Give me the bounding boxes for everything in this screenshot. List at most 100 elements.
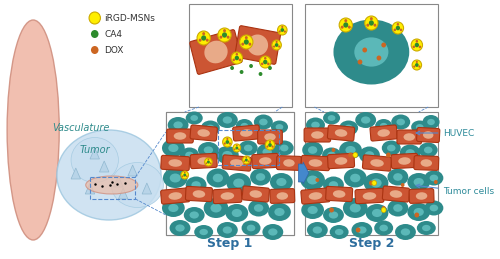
FancyBboxPatch shape — [355, 188, 384, 204]
Ellipse shape — [395, 224, 416, 240]
Ellipse shape — [226, 204, 248, 222]
Ellipse shape — [168, 192, 182, 200]
Ellipse shape — [388, 169, 408, 185]
FancyArrow shape — [298, 162, 309, 184]
Ellipse shape — [380, 225, 388, 231]
Circle shape — [264, 57, 266, 60]
Circle shape — [394, 28, 396, 31]
Polygon shape — [71, 168, 81, 179]
Circle shape — [201, 35, 206, 41]
Ellipse shape — [401, 228, 410, 236]
Ellipse shape — [380, 123, 388, 129]
Circle shape — [416, 61, 418, 63]
Circle shape — [414, 43, 419, 47]
Circle shape — [344, 19, 347, 22]
Circle shape — [278, 31, 281, 33]
FancyBboxPatch shape — [362, 155, 392, 171]
Circle shape — [364, 16, 378, 30]
Ellipse shape — [168, 204, 178, 212]
Text: DOX: DOX — [104, 46, 124, 54]
Ellipse shape — [217, 112, 238, 128]
Circle shape — [268, 66, 272, 70]
Circle shape — [369, 181, 374, 185]
Circle shape — [91, 46, 98, 54]
Circle shape — [234, 56, 239, 60]
Ellipse shape — [329, 211, 338, 219]
Circle shape — [197, 31, 210, 45]
FancyBboxPatch shape — [305, 4, 438, 107]
FancyBboxPatch shape — [235, 26, 281, 64]
FancyBboxPatch shape — [252, 153, 279, 169]
Ellipse shape — [335, 229, 344, 235]
Circle shape — [226, 36, 230, 39]
Circle shape — [412, 60, 422, 70]
Circle shape — [244, 39, 249, 45]
Ellipse shape — [356, 112, 376, 128]
Circle shape — [238, 59, 241, 61]
Ellipse shape — [374, 220, 393, 235]
Ellipse shape — [339, 141, 362, 159]
Text: iRGD-MSNs: iRGD-MSNs — [104, 13, 155, 23]
Ellipse shape — [311, 122, 320, 128]
Ellipse shape — [206, 169, 230, 188]
Circle shape — [392, 22, 404, 34]
Circle shape — [210, 162, 212, 164]
Text: Step 1: Step 1 — [207, 237, 252, 250]
Circle shape — [339, 18, 352, 32]
Ellipse shape — [408, 203, 430, 221]
Ellipse shape — [184, 207, 204, 223]
FancyBboxPatch shape — [166, 129, 194, 143]
Circle shape — [204, 158, 212, 166]
FancyBboxPatch shape — [213, 188, 242, 204]
Ellipse shape — [323, 176, 344, 193]
Ellipse shape — [256, 143, 278, 161]
Ellipse shape — [335, 129, 347, 137]
Ellipse shape — [283, 159, 294, 167]
Ellipse shape — [270, 173, 292, 191]
Ellipse shape — [388, 199, 408, 217]
FancyBboxPatch shape — [160, 188, 190, 204]
Ellipse shape — [306, 118, 325, 133]
Ellipse shape — [248, 34, 268, 55]
Ellipse shape — [71, 138, 118, 183]
Ellipse shape — [387, 145, 396, 151]
Ellipse shape — [198, 129, 210, 137]
Text: CA4: CA4 — [104, 30, 122, 39]
Circle shape — [233, 144, 240, 152]
Circle shape — [266, 146, 268, 148]
Ellipse shape — [162, 199, 184, 217]
Circle shape — [414, 212, 419, 218]
Circle shape — [181, 171, 188, 179]
Ellipse shape — [168, 144, 178, 152]
Ellipse shape — [163, 168, 188, 188]
Circle shape — [263, 60, 268, 64]
FancyBboxPatch shape — [301, 188, 330, 204]
Circle shape — [226, 140, 229, 144]
Circle shape — [348, 26, 351, 29]
Ellipse shape — [365, 151, 374, 159]
Ellipse shape — [256, 173, 265, 181]
Ellipse shape — [238, 140, 258, 155]
Circle shape — [353, 153, 358, 157]
Circle shape — [376, 55, 382, 61]
Circle shape — [358, 60, 362, 64]
Circle shape — [208, 159, 210, 160]
FancyBboxPatch shape — [190, 153, 217, 169]
Ellipse shape — [240, 129, 252, 137]
Ellipse shape — [364, 173, 388, 193]
Circle shape — [249, 64, 253, 68]
Ellipse shape — [400, 145, 420, 162]
Ellipse shape — [232, 209, 242, 217]
FancyBboxPatch shape — [328, 125, 354, 141]
Circle shape — [202, 32, 205, 35]
Ellipse shape — [262, 224, 283, 240]
Ellipse shape — [201, 120, 220, 135]
Ellipse shape — [192, 190, 205, 198]
Ellipse shape — [86, 176, 138, 194]
Circle shape — [245, 36, 248, 39]
Ellipse shape — [370, 178, 382, 188]
Circle shape — [344, 22, 348, 28]
Text: HUVEC: HUVEC — [416, 128, 474, 138]
Circle shape — [276, 41, 278, 43]
Ellipse shape — [198, 142, 219, 158]
